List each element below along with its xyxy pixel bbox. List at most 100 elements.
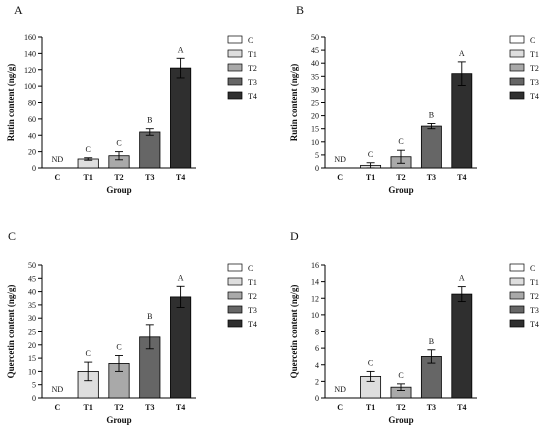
legend-swatch — [509, 291, 525, 300]
x-tick-label: C — [337, 173, 343, 182]
y-tick-label: 0 — [32, 164, 36, 173]
y-tick-label: 40 — [311, 59, 319, 68]
bar-annotation: B — [429, 337, 434, 346]
legend-label: T2 — [530, 292, 539, 301]
y-tick-label: 14 — [311, 278, 319, 287]
y-tick-label: 20 — [28, 341, 36, 350]
legend-label: C — [530, 36, 535, 45]
bar-annotation: B — [429, 110, 434, 119]
bar-annotation: B — [147, 312, 152, 321]
bar-annotation: C — [398, 137, 403, 146]
x-tick-label: T2 — [114, 173, 123, 182]
y-tick-label: 10 — [28, 367, 36, 376]
legend-swatch — [509, 277, 525, 286]
x-tick-label: T2 — [396, 403, 405, 412]
x-tick-label: T2 — [396, 173, 405, 182]
y-tick-label: 50 — [311, 33, 319, 42]
legend-label: T2 — [248, 64, 257, 73]
y-tick-label: 16 — [311, 261, 319, 270]
bar-annotation: ND — [334, 385, 346, 394]
legend-label: C — [248, 36, 253, 45]
x-axis-label: Group — [388, 185, 413, 195]
y-axis-label: Rutin content (ng/g) — [289, 64, 299, 142]
x-tick-label: T1 — [84, 403, 93, 412]
y-tick-label: 6 — [315, 344, 319, 353]
chart-panel-A: A 0 20 40 60 80 100 120 140 160 Rutin content (ng/… — [6, 3, 257, 195]
bar-annotation: C — [368, 358, 373, 367]
legend-swatch — [509, 49, 525, 58]
legend-label: T4 — [248, 92, 257, 101]
x-tick-label: T4 — [457, 403, 466, 412]
y-tick-label: 15 — [311, 125, 319, 134]
x-tick-label: C — [55, 403, 61, 412]
legend-swatch — [509, 63, 525, 72]
x-tick-label: T3 — [427, 173, 436, 182]
legend-swatch — [509, 305, 525, 314]
x-tick-label: T1 — [366, 403, 375, 412]
y-tick-label: 45 — [311, 46, 319, 55]
legend-label: T3 — [248, 78, 257, 87]
bar-T4 — [170, 296, 192, 399]
chart-panel-D: D 0 2 4 6 8 10 12 14 16 Quercetin content (ng/g) ND… — [289, 229, 539, 425]
y-tick-label: 50 — [28, 261, 36, 270]
panel-label: B — [296, 3, 304, 17]
chart-panel-B: B 0 5 10 15 20 25 30 35 40 45 50 Rutin content (ng/g… — [289, 3, 539, 195]
legend-label: T2 — [248, 292, 257, 301]
x-tick-label: T3 — [427, 403, 436, 412]
y-tick-label: 60 — [28, 115, 36, 124]
bar-T4 — [451, 293, 473, 399]
legend-swatch — [227, 263, 243, 272]
y-tick-label: 4 — [315, 361, 319, 370]
bar-annotation: A — [459, 274, 465, 283]
y-tick-label: 2 — [315, 377, 319, 386]
legend-label: C — [248, 264, 253, 273]
legend-swatch — [227, 319, 243, 328]
bar-annotation: ND — [52, 385, 64, 394]
legend-label: T3 — [248, 306, 257, 315]
y-tick-label: 0 — [315, 394, 319, 403]
bar-annotation: C — [86, 145, 91, 154]
legend-label: T3 — [530, 78, 539, 87]
legend-swatch — [509, 77, 525, 86]
panel-label: A — [14, 3, 23, 17]
legend-label: T1 — [530, 278, 539, 287]
y-tick-label: 12 — [311, 294, 319, 303]
bar-T3 — [420, 125, 442, 169]
x-tick-label: C — [55, 173, 61, 182]
y-tick-label: 10 — [311, 138, 319, 147]
x-tick-label: C — [337, 403, 343, 412]
y-tick-label: 10 — [311, 311, 319, 320]
y-tick-label: 35 — [28, 301, 36, 310]
legend-swatch — [227, 305, 243, 314]
legend-label: T4 — [248, 320, 257, 329]
panel-label: D — [290, 229, 299, 243]
y-tick-label: 120 — [24, 66, 36, 75]
legend-label: T2 — [530, 64, 539, 73]
bar-T4 — [451, 73, 473, 169]
bar-annotation: A — [459, 49, 465, 58]
y-axis-label: Quercetin content (ng/g) — [6, 285, 16, 379]
x-axis-label: Group — [388, 415, 413, 425]
x-tick-label: T4 — [176, 173, 185, 182]
bar-annotation: ND — [52, 155, 64, 164]
legend-swatch — [227, 77, 243, 86]
x-tick-label: T4 — [176, 403, 185, 412]
x-tick-label: T3 — [145, 403, 154, 412]
x-tick-label: T1 — [84, 173, 93, 182]
bar-annotation: C — [116, 139, 121, 148]
legend-label: T4 — [530, 320, 539, 329]
y-tick-label: 15 — [28, 354, 36, 363]
legend-label: T1 — [248, 278, 257, 287]
panel-label: C — [8, 229, 16, 243]
y-tick-label: 40 — [28, 288, 36, 297]
legend-swatch — [509, 319, 525, 328]
bar-annotation: C — [368, 150, 373, 159]
bar-annotation: C — [86, 349, 91, 358]
legend-label: T4 — [530, 92, 539, 101]
y-tick-label: 5 — [32, 381, 36, 390]
legend-label: T1 — [530, 50, 539, 59]
x-tick-label: T3 — [145, 173, 154, 182]
y-tick-label: 30 — [311, 85, 319, 94]
